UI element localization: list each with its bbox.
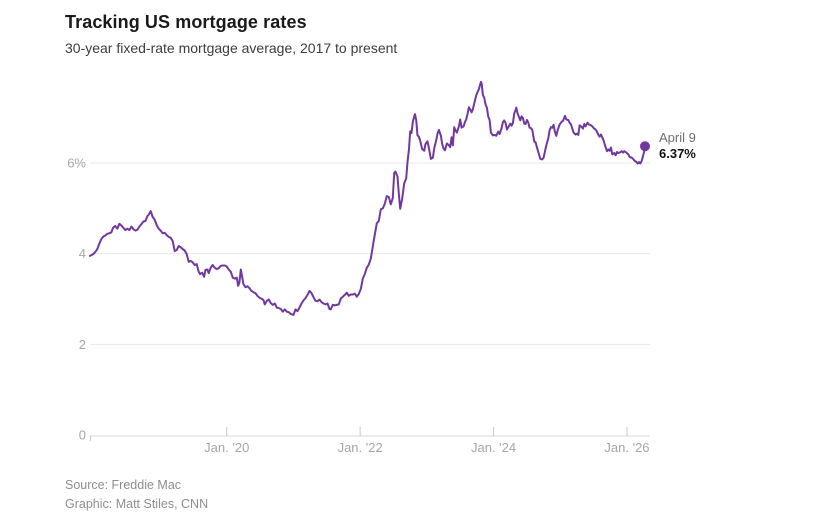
x-axis-tick-label: Jan. '22: [338, 440, 383, 455]
source-credit: Source: Freddie Mac: [65, 478, 182, 492]
page-title: Tracking US mortgage rates: [65, 12, 307, 32]
y-axis-tick-label: 0: [79, 428, 86, 443]
endpoint-value-label: 6.37%: [659, 146, 696, 161]
page-subtitle: 30-year fixed-rate mortgage average, 201…: [65, 40, 398, 56]
y-axis-tick-label: 2: [79, 337, 86, 352]
x-axis-tick-label: Jan. '20: [204, 440, 249, 455]
y-axis-tick-label: 6%: [67, 156, 86, 171]
rate-line: [89, 80, 646, 316]
endpoint-date-label: April 9: [659, 130, 696, 145]
x-axis-tick-label: Jan. '26: [604, 440, 649, 455]
y-axis-tick-label: 4: [79, 246, 86, 261]
mortgage-rate-chart: 0 2 4 6% Jan. '20 Jan. '22 Jan. '24 Jan. '26: [67, 80, 650, 455]
chart-footer: Source: Freddie Mac Graphic: Matt Stiles…: [65, 476, 208, 513]
graphic-credit: Graphic: Matt Stiles, CNN: [65, 496, 209, 511]
latest-value-dot: [640, 141, 650, 152]
endpoint-annotation: April 9 6.37%: [659, 130, 696, 162]
x-axis-tick-label: Jan. '24: [471, 440, 516, 455]
